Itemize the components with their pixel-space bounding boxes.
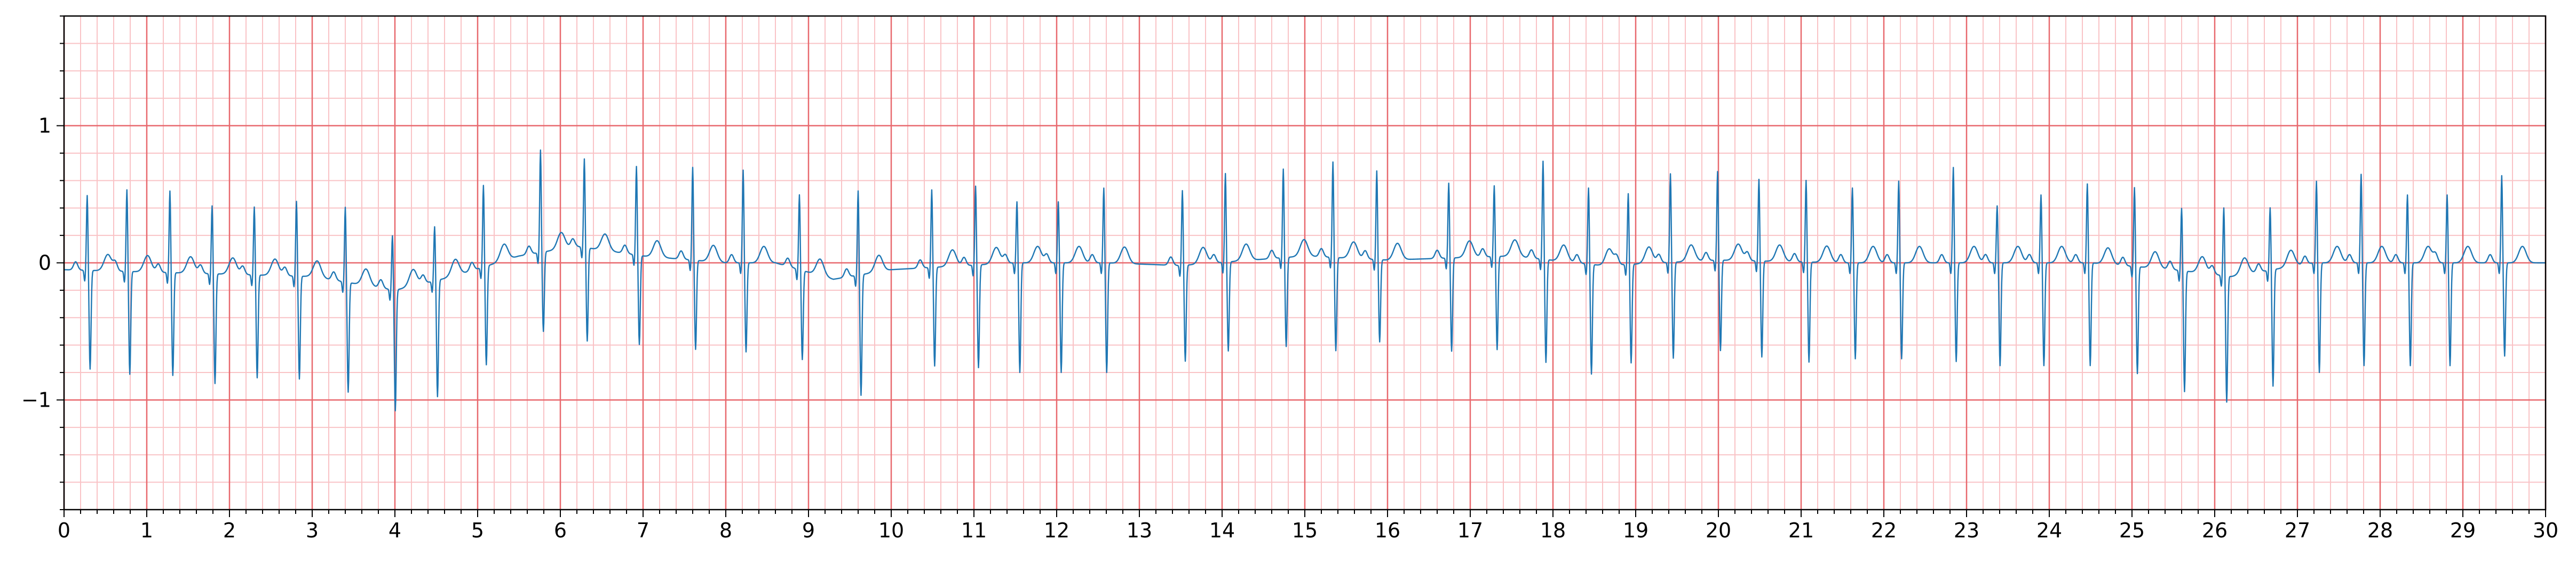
- x-tick-label: 30: [2533, 519, 2558, 542]
- x-tick-label: 7: [637, 519, 649, 542]
- x-tick-label: 28: [2367, 519, 2393, 542]
- x-tick-label: 21: [1788, 519, 1814, 542]
- y-tick-label: −1: [21, 388, 51, 411]
- x-tick-label: 29: [2450, 519, 2476, 542]
- x-tick-label: 27: [2285, 519, 2310, 542]
- x-tick-label: 6: [554, 519, 567, 542]
- x-tick-label: 15: [1292, 519, 1318, 542]
- major-grid: [63, 16, 2547, 510]
- series-layer: [64, 149, 2546, 411]
- x-axis-ticks: 0 1 2 3 4 5 6 7 8 9 10 11 12 13 14 15 16 17 18 19 20 21 22 23 24…: [58, 510, 2558, 542]
- x-tick-label: 22: [1871, 519, 1897, 542]
- x-tick-label: 18: [1540, 519, 1566, 542]
- x-tick-label: 23: [1954, 519, 1979, 542]
- y-tick-label: 0: [38, 251, 51, 275]
- x-tick-label: 9: [802, 519, 815, 542]
- x-tick-label: 0: [58, 519, 70, 542]
- x-tick-label: 1: [140, 519, 153, 542]
- x-tick-label: 17: [1457, 519, 1483, 542]
- x-tick-label: 24: [2036, 519, 2062, 542]
- x-tick-label: 16: [1375, 519, 1400, 542]
- x-tick-label: 10: [878, 519, 904, 542]
- x-tick-label: 2: [223, 519, 236, 542]
- x-tick-label: 5: [471, 519, 484, 542]
- x-tick-label: 4: [389, 519, 401, 542]
- x-tick-label: 12: [1044, 519, 1069, 542]
- y-tick-label: 1: [38, 114, 51, 138]
- x-tick-label: 26: [2202, 519, 2228, 542]
- x-tick-label: 3: [306, 519, 319, 542]
- x-tick-label: 19: [1623, 519, 1648, 542]
- x-tick-label: 14: [1209, 519, 1235, 542]
- x-tick-label: 13: [1127, 519, 1152, 542]
- y-axis-ticks: −1 0 1: [21, 15, 64, 510]
- x-tick-label: 8: [719, 519, 732, 542]
- x-tick-label: 20: [1706, 519, 1731, 542]
- ecg-series-line: [64, 149, 2546, 411]
- x-tick-label: 11: [961, 519, 987, 542]
- x-tick-label: 25: [2119, 519, 2145, 542]
